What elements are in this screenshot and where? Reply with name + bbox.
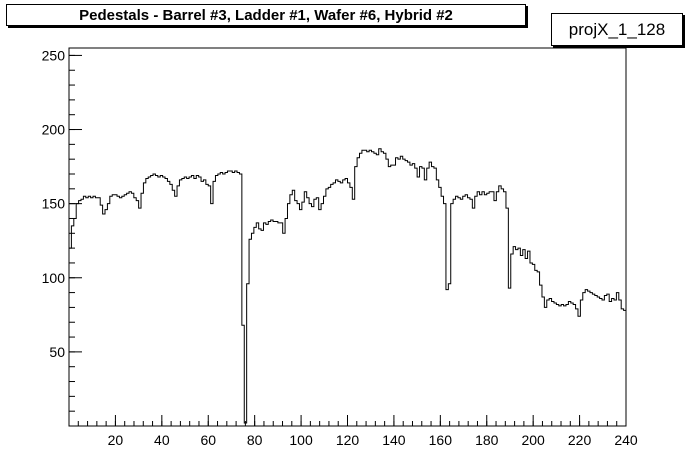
- y-tick-label: 250: [42, 47, 66, 63]
- histogram-name-box: projX_1_128: [551, 13, 683, 46]
- x-tick-label: 100: [289, 432, 313, 448]
- x-tick-label: 120: [336, 432, 360, 448]
- y-axis: 50 100 150 200 250: [42, 47, 82, 412]
- x-tick-label: 240: [614, 432, 638, 448]
- y-tick-label: 50: [49, 344, 65, 360]
- x-tick-label: 220: [568, 432, 592, 448]
- x-tick-label: 160: [429, 432, 453, 448]
- x-axis: 20 40 60 80 100 120 140 160 180 200 220 240: [68, 415, 638, 448]
- x-tick-label: 40: [154, 432, 170, 448]
- chart-title: Pedestals - Barrel #3, Ladder #1, Wafer …: [6, 4, 526, 26]
- y-tick-label: 150: [42, 196, 66, 212]
- x-tick-label: 80: [247, 432, 263, 448]
- y-tick-label: 100: [42, 270, 66, 286]
- y-tick-label: 200: [42, 122, 66, 138]
- x-tick-label: 180: [475, 432, 499, 448]
- x-tick-label: 20: [108, 432, 124, 448]
- x-tick-label: 140: [382, 432, 406, 448]
- x-tick-label: 60: [200, 432, 216, 448]
- histogram-series-line: [69, 148, 626, 424]
- plot-frame: [68, 47, 627, 427]
- x-tick-label: 200: [521, 432, 545, 448]
